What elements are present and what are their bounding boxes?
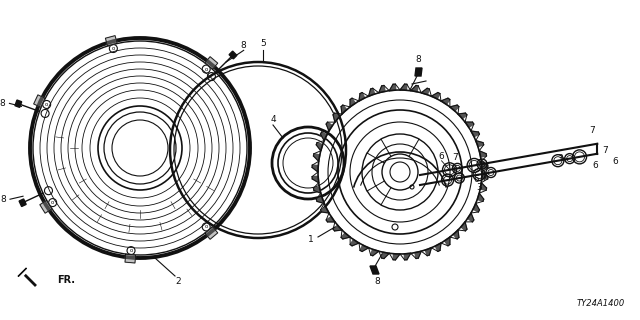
Polygon shape [480,183,486,190]
Polygon shape [458,113,467,119]
Text: FR.: FR. [57,275,75,285]
Polygon shape [465,122,474,127]
Polygon shape [341,233,350,239]
Text: 8: 8 [415,55,421,65]
Polygon shape [389,84,396,91]
Polygon shape [393,254,400,260]
Text: o: o [205,224,208,229]
Polygon shape [18,268,26,276]
Text: 7: 7 [452,153,458,162]
Polygon shape [370,266,379,274]
Polygon shape [229,51,237,59]
Polygon shape [421,88,429,95]
Polygon shape [381,252,389,259]
Polygon shape [453,230,459,239]
Text: 5: 5 [260,38,266,47]
Polygon shape [314,187,321,193]
Polygon shape [321,207,329,213]
Polygon shape [476,140,484,147]
Polygon shape [333,113,339,122]
Polygon shape [371,249,379,256]
Text: 3: 3 [476,183,482,192]
Polygon shape [426,248,431,256]
Polygon shape [333,225,342,231]
Polygon shape [321,132,327,140]
Polygon shape [326,122,332,131]
Text: 7: 7 [481,173,487,183]
Polygon shape [15,100,22,108]
Polygon shape [312,165,318,172]
Polygon shape [379,85,385,93]
Text: 8: 8 [374,277,380,286]
Polygon shape [461,222,467,231]
Polygon shape [431,92,440,99]
Polygon shape [316,197,324,204]
Polygon shape [481,161,488,168]
Polygon shape [482,172,488,179]
Text: 7: 7 [602,146,608,155]
Polygon shape [205,57,218,69]
Text: 1: 1 [308,236,314,244]
Polygon shape [350,240,359,246]
Polygon shape [34,95,45,107]
Text: o: o [205,67,208,72]
Polygon shape [350,98,355,107]
Polygon shape [205,227,218,239]
Polygon shape [404,253,411,260]
Text: 6: 6 [474,175,479,184]
Polygon shape [326,217,335,222]
Text: o: o [129,248,132,253]
Text: 7: 7 [589,126,595,135]
Text: 8: 8 [241,41,246,50]
Polygon shape [106,36,117,46]
Polygon shape [341,105,347,114]
Text: o: o [111,46,115,51]
Polygon shape [479,151,486,157]
Polygon shape [477,193,484,201]
Polygon shape [314,154,320,161]
Polygon shape [415,68,422,76]
Text: 2: 2 [175,276,181,285]
Polygon shape [360,245,369,252]
Polygon shape [359,92,365,101]
Polygon shape [316,143,323,151]
Polygon shape [468,213,474,222]
Text: 6: 6 [593,161,598,170]
Text: 6: 6 [438,152,444,161]
Polygon shape [450,105,459,111]
Polygon shape [445,237,450,246]
Polygon shape [471,131,479,137]
Text: 8: 8 [0,99,5,108]
Text: 3: 3 [557,154,563,163]
Text: 4: 4 [270,115,276,124]
Text: o: o [45,102,49,107]
Text: 8: 8 [0,195,6,204]
Polygon shape [312,176,319,183]
Polygon shape [40,200,52,213]
Polygon shape [125,254,136,263]
Text: TY24A1400: TY24A1400 [577,299,625,308]
Polygon shape [415,251,421,259]
Polygon shape [411,85,419,92]
Polygon shape [19,199,26,206]
Polygon shape [435,243,441,252]
Polygon shape [473,204,479,212]
Text: o: o [51,200,54,205]
Polygon shape [441,98,450,104]
Polygon shape [400,84,407,90]
Text: 6: 6 [612,157,618,166]
Polygon shape [369,88,374,96]
